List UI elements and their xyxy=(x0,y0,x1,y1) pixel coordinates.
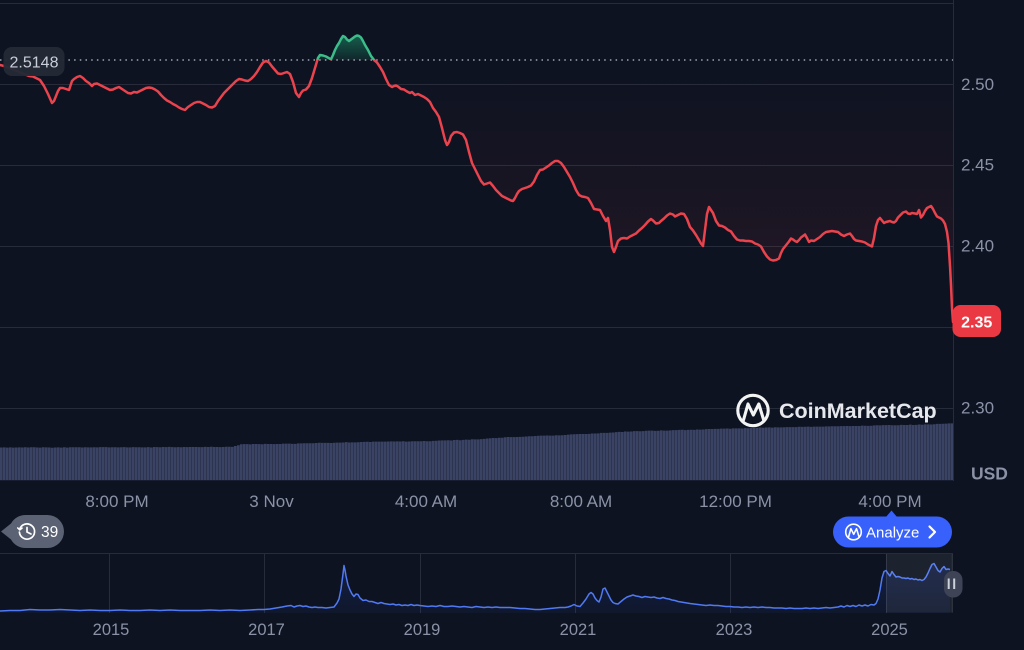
svg-text:CoinMarketCap: CoinMarketCap xyxy=(779,399,937,423)
svg-text:2.5148: 2.5148 xyxy=(10,55,59,72)
svg-text:4:00 PM: 4:00 PM xyxy=(858,492,921,511)
svg-text:2.45: 2.45 xyxy=(961,156,994,175)
svg-text:2021: 2021 xyxy=(560,621,597,639)
svg-text:2019: 2019 xyxy=(404,621,441,639)
svg-text:2015: 2015 xyxy=(93,621,130,639)
svg-text:2025: 2025 xyxy=(871,621,908,639)
svg-text:2.35: 2.35 xyxy=(961,315,992,332)
svg-text:2.50: 2.50 xyxy=(961,75,994,94)
svg-text:USD: USD xyxy=(971,464,1008,484)
svg-text:2023: 2023 xyxy=(716,621,753,639)
svg-text:2.40: 2.40 xyxy=(961,237,994,256)
svg-text:2017: 2017 xyxy=(248,621,285,639)
svg-text:8:00 PM: 8:00 PM xyxy=(85,492,148,511)
svg-text:Analyze: Analyze xyxy=(866,525,919,542)
svg-text:8:00 AM: 8:00 AM xyxy=(550,492,612,511)
svg-text:12:00 PM: 12:00 PM xyxy=(699,492,772,511)
svg-text:39: 39 xyxy=(41,524,58,541)
svg-text:2.30: 2.30 xyxy=(961,399,994,418)
svg-text:4:00 AM: 4:00 AM xyxy=(395,492,457,511)
svg-text:3 Nov: 3 Nov xyxy=(249,492,294,511)
